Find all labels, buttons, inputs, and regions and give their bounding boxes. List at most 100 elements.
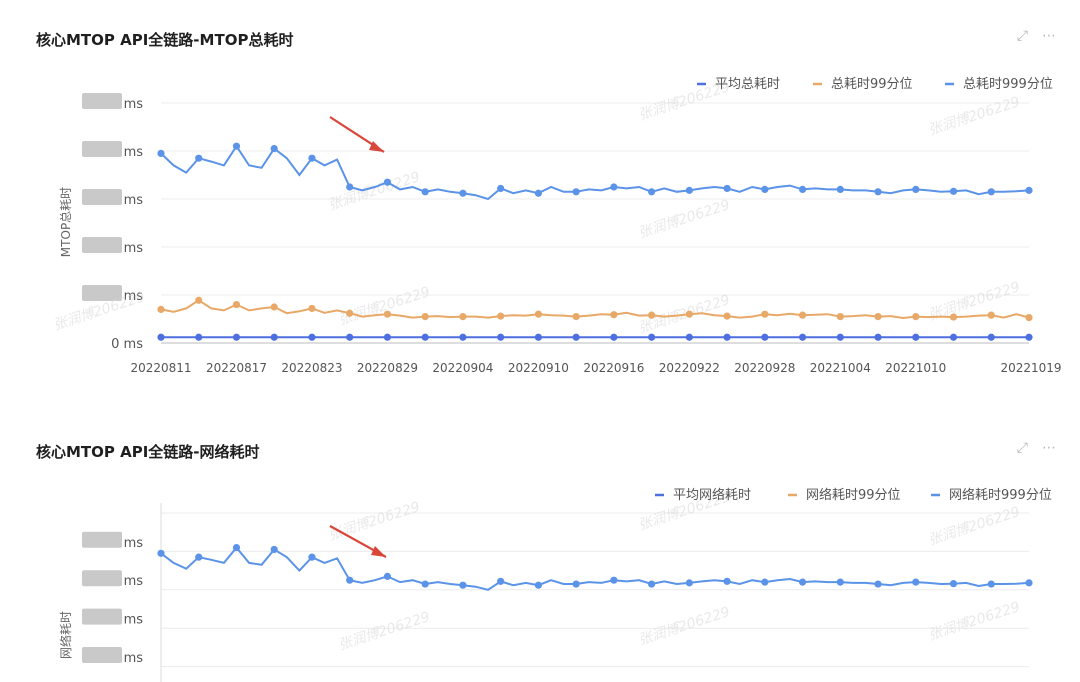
data-point [987,580,995,588]
data-point [685,333,693,341]
watermark: 张润博206229 [326,499,422,544]
data-point [648,580,656,588]
obscured-tick-value [82,608,122,625]
legend-label: 总耗时99分位 [831,77,913,92]
legend-item-1: 平均总耗时 [697,77,780,92]
expand-icon[interactable]: ⤢ [1016,28,1028,44]
data-point [723,184,731,193]
series-line-3 [160,546,1030,591]
legend-label: 网络耗时999分位 [949,487,1052,503]
data-point [874,313,882,321]
data-point [157,305,165,313]
line-chart-total-latency: 0 ms ms ms ms ms ms MTOP总耗时 20220811 20220817 202… [51,77,1061,375]
data-point [308,333,316,341]
more-icon[interactable]: ⋯ [1042,28,1056,44]
y-tick-label: ms [124,536,144,551]
data-point [798,185,807,193]
data-point [308,553,316,561]
legend-label: 平均网络耗时 [673,487,751,503]
x-tick-label: 20220829 [357,361,418,375]
data-point [270,545,278,554]
watermark: 张润博206229 [636,604,732,649]
x-tick-label: 20220904 [432,361,493,375]
x-tick-label: 20220823 [281,361,342,375]
data-point [949,313,958,321]
watermark: 张润博206229 [926,599,1022,644]
more-icon[interactable]: ⋯ [1042,440,1056,456]
data-point [912,578,920,586]
data-point [610,576,618,584]
expand-icon[interactable]: ⤢ [1016,440,1028,456]
data-point [1025,333,1033,341]
data-point [761,578,769,586]
data-point [421,313,429,321]
chart-panel-network-latency: 核心MTOP API全链路-网络耗时 ⤢ ⋯ ms ms ms ms 网络耗时 张润博20… [0,420,1080,682]
y-tick-label: ms [124,289,144,304]
obscured-tick-value [82,141,122,157]
y-tick-label: ms [124,97,144,112]
data-point [761,333,769,341]
data-point [421,188,429,196]
annotation-arrowhead [369,141,384,152]
data-point [195,333,203,341]
data-point [383,333,392,341]
data-point [648,311,656,319]
data-point [346,309,354,317]
y-tick-label: ms [124,241,144,256]
data-point [572,333,580,341]
data-point [232,543,241,552]
obscured-tick-value [82,93,122,109]
watermark: 张润博206229 [326,169,422,214]
legend-item-1: 平均网络耗时 [655,487,751,503]
data-point [157,333,165,341]
data-point [610,333,618,341]
data-point [534,189,542,197]
data-point [534,581,542,589]
watermark: 张润博206229 [926,504,1022,549]
data-point [572,313,580,321]
data-point [383,178,392,186]
y-axis-label: MTOP总耗时 [59,187,73,257]
data-point [459,333,467,341]
legend-item-2: 网络耗时99分位 [788,487,901,503]
x-tick-label: 20221010 [885,361,946,375]
data-point [270,333,278,341]
data-point [874,580,882,588]
data-point [685,310,693,318]
data-point [232,142,241,150]
data-point [723,333,731,341]
watermark: 张润博206229 [336,609,432,654]
x-tick-label: 20220811 [130,361,191,375]
data-point [534,310,542,318]
chart-panel-total-latency: 核心MTOP API全链路-MTOP总耗时 ⤢ ⋯ 0 ms ms ms ms ms ms… [36,28,1062,375]
data-point [195,154,203,162]
data-point [346,183,354,191]
y-axis-label: 网络耗时 [58,611,73,659]
x-tick-label: 20220922 [659,361,720,375]
x-tick-label: 20220817 [206,361,267,375]
data-point [648,188,656,196]
data-point [459,313,467,321]
data-point [497,333,505,341]
data-point [874,188,882,196]
y-tick-label: 0 ms [111,337,143,352]
x-tick-label: 20220916 [583,361,644,375]
series-line-3 [160,144,1030,201]
data-point [1025,579,1033,587]
data-point [761,310,769,318]
data-point [157,549,165,557]
annotation-arrowhead [371,546,386,557]
data-point [723,577,731,585]
data-point [459,189,467,197]
watermark: 张润博206229 [926,94,1022,139]
data-point [949,333,958,341]
data-point [232,301,241,309]
data-point [987,311,995,319]
obscured-tick-value [82,237,122,253]
y-tick-label: ms [124,651,144,666]
data-point [874,333,882,341]
data-point [572,188,580,196]
data-point [270,303,278,311]
data-point [497,577,505,585]
data-point [1025,186,1033,194]
